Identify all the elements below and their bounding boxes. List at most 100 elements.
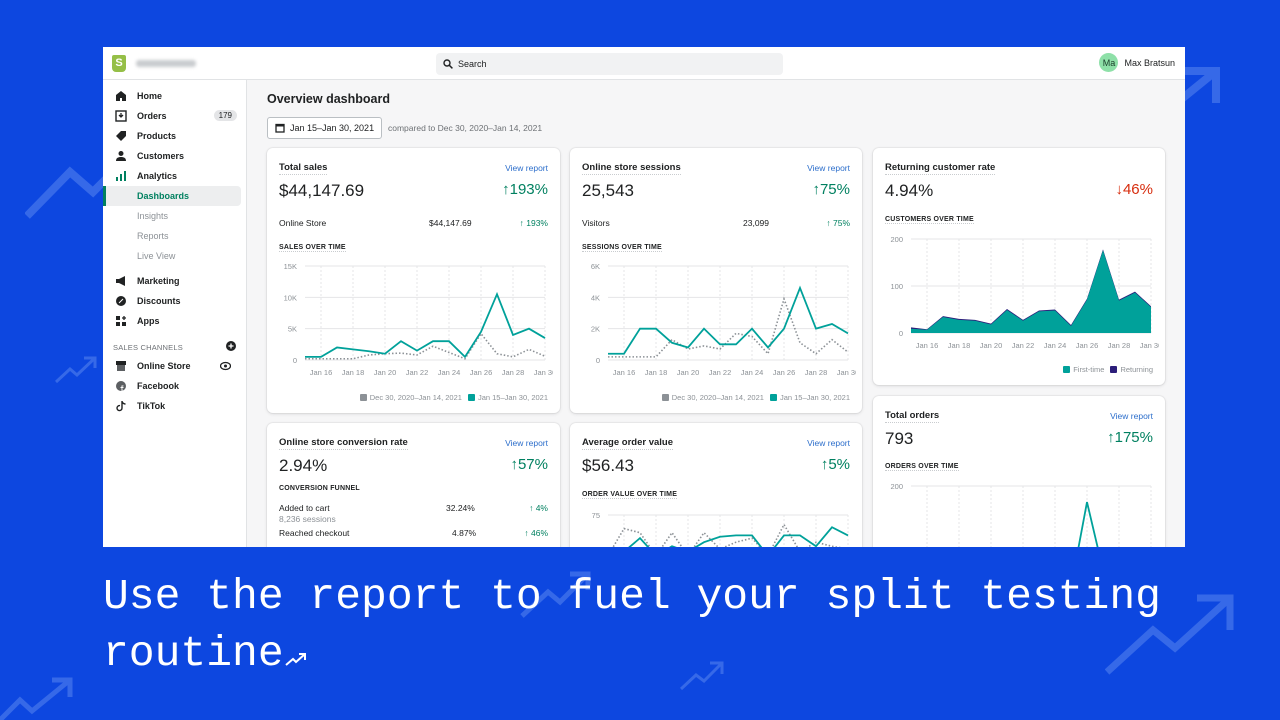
search-placeholder: Search — [458, 59, 487, 69]
row-label: Reached checkout — [279, 528, 350, 538]
card-change: ↓46% — [1115, 181, 1153, 198]
card-title: Online store conversion rate — [279, 437, 408, 450]
row-label: Online Store — [279, 218, 327, 228]
search-input[interactable]: Search — [436, 53, 783, 75]
headline-line-2: routine — [103, 625, 1161, 682]
x-tick-label: Jan 20 — [677, 368, 700, 377]
sidebar-item-marketing[interactable]: Marketing — [103, 271, 241, 291]
user-menu[interactable]: Ma Max Bratsun — [1099, 53, 1175, 72]
x-tick-label: Jan 20 — [980, 341, 1003, 350]
funnel-label: CONVERSION FUNNEL — [279, 485, 360, 492]
date-range-label: Jan 15–Jan 30, 2021 — [290, 123, 375, 133]
headline: Use the report to fuel your split testin… — [103, 568, 1161, 682]
x-tick-label: Jan 22 — [406, 368, 429, 377]
sidebar-item-tiktok[interactable]: TikTok — [103, 396, 241, 416]
x-tick-label: Jan 30 — [837, 368, 856, 377]
view-report-link[interactable]: View report — [505, 438, 548, 448]
card-change: ↑5% — [820, 456, 850, 473]
x-tick-label: Jan 28 — [1108, 341, 1131, 350]
legend-current: Jan 15–Jan 30, 2021 — [467, 393, 548, 402]
card-change: ↑75% — [812, 181, 850, 198]
date-range-button[interactable]: Jan 15–Jan 30, 2021 — [267, 117, 382, 139]
comparison-range: compared to Dec 30, 2020–Jan 14, 2021 — [388, 123, 543, 133]
series-line-current — [305, 291, 546, 359]
headline-line-2-text: routine — [103, 629, 284, 678]
sidebar-item-online-store[interactable]: Online Store — [103, 356, 241, 376]
tiktok-icon — [116, 400, 126, 412]
card-title: Average order value — [582, 437, 673, 450]
y-tick-label: 200 — [890, 235, 903, 244]
x-tick-label: Jan 24 — [741, 368, 764, 377]
sidebar-item-reports[interactable]: Reports — [103, 226, 241, 246]
x-tick-label: Jan 18 — [342, 368, 365, 377]
row-change: ↑ 4% — [529, 503, 548, 513]
card-change: ↑57% — [510, 456, 548, 473]
row-change: ↑ 75% — [826, 218, 850, 228]
sidebar-item-products[interactable]: Products — [103, 126, 241, 146]
conversion-rate-card: Online store conversion rate View report… — [267, 423, 560, 547]
x-tick-label: Jan 26 — [773, 368, 796, 377]
page-title: Overview dashboard — [267, 92, 390, 106]
trend-arrow-icon — [284, 653, 306, 666]
x-tick-label: Jan 24 — [1044, 341, 1067, 350]
calendar-icon — [275, 123, 285, 133]
series-line-current — [608, 285, 849, 355]
sidebar-item-customers[interactable]: Customers — [103, 146, 241, 166]
sales-channels-heading: SALES CHANNELS — [103, 331, 246, 356]
chart-label: ORDERS OVER TIME — [885, 463, 959, 471]
person-icon — [116, 151, 126, 161]
legend-current: Jan 15–Jan 30, 2021 — [769, 393, 850, 402]
row-change: ↑ 46% — [524, 528, 548, 538]
card-title: Total sales — [279, 162, 328, 175]
sidebar-item-label: Analytics — [137, 171, 178, 181]
sidebar-item-discounts[interactable]: Discounts — [103, 291, 241, 311]
sidebar-item-dashboards[interactable]: Dashboards — [103, 186, 241, 206]
y-tick-label: 6K — [591, 262, 600, 271]
card-change: ↑193% — [502, 181, 548, 198]
sidebar-item-label: Facebook — [137, 381, 180, 391]
x-tick-label: Jan 30 — [534, 368, 553, 377]
x-tick-label: Jan 18 — [645, 368, 668, 377]
sidebar-item-label: Products — [137, 131, 177, 141]
average-order-value-card: Average order value View report $56.43 ↑… — [570, 423, 862, 547]
x-tick-label: Jan 16 — [613, 368, 636, 377]
sidebar-item-facebook[interactable]: Facebook — [103, 376, 241, 396]
row-value: 32.24% — [446, 503, 475, 513]
card-value: 793 — [885, 429, 914, 448]
sidebar-item-label: Discounts — [137, 296, 181, 306]
x-tick-label: Jan 22 — [1012, 341, 1035, 350]
sidebar-item-label: Marketing — [137, 276, 180, 286]
card-change: ↑175% — [1107, 429, 1153, 446]
card-value: $44,147.69 — [279, 181, 365, 200]
view-report-link[interactable]: View report — [505, 163, 548, 173]
x-tick-label: Jan 18 — [948, 341, 971, 350]
add-channel-icon[interactable] — [226, 341, 236, 351]
sidebar-item-apps[interactable]: Apps — [103, 311, 241, 331]
chart-legend: First-time Returning — [1063, 365, 1153, 374]
store-icon — [116, 361, 126, 371]
tag-icon — [116, 131, 126, 141]
sidebar-item-home[interactable]: Home — [103, 86, 241, 106]
shopify-logo: S — [112, 55, 126, 72]
total-sales-card: Total sales View report $44,147.69 ↑193%… — [267, 148, 560, 413]
x-tick-label: Jan 16 — [310, 368, 333, 377]
sidebar-item-analytics[interactable]: Analytics — [103, 166, 241, 186]
chart-label: ORDER VALUE OVER TIME — [582, 491, 678, 499]
headline-line-1: Use the report to fuel your split testin… — [103, 572, 1161, 621]
card-title: Online store sessions — [582, 162, 681, 175]
sidebar-item-insights[interactable]: Insights — [103, 206, 241, 226]
chart-legend: Dec 30, 2020–Jan 14, 2021 Jan 15–Jan 30,… — [661, 393, 850, 402]
trend-arrow-decoration — [0, 677, 73, 720]
trend-arrow-decoration — [680, 661, 724, 690]
view-report-link[interactable]: View report — [807, 438, 850, 448]
series-line-previous — [608, 296, 849, 358]
eye-icon[interactable] — [220, 361, 231, 371]
sidebar-item-orders[interactable]: Orders 179 — [103, 106, 241, 126]
x-tick-label: Jan 26 — [1076, 341, 1099, 350]
view-report-link[interactable]: View report — [1110, 411, 1153, 421]
x-tick-label: Jan 28 — [805, 368, 828, 377]
sidebar-item-live-view[interactable]: Live View — [103, 246, 241, 266]
x-tick-label: Jan 24 — [438, 368, 461, 377]
facebook-icon — [116, 381, 126, 391]
view-report-link[interactable]: View report — [807, 163, 850, 173]
